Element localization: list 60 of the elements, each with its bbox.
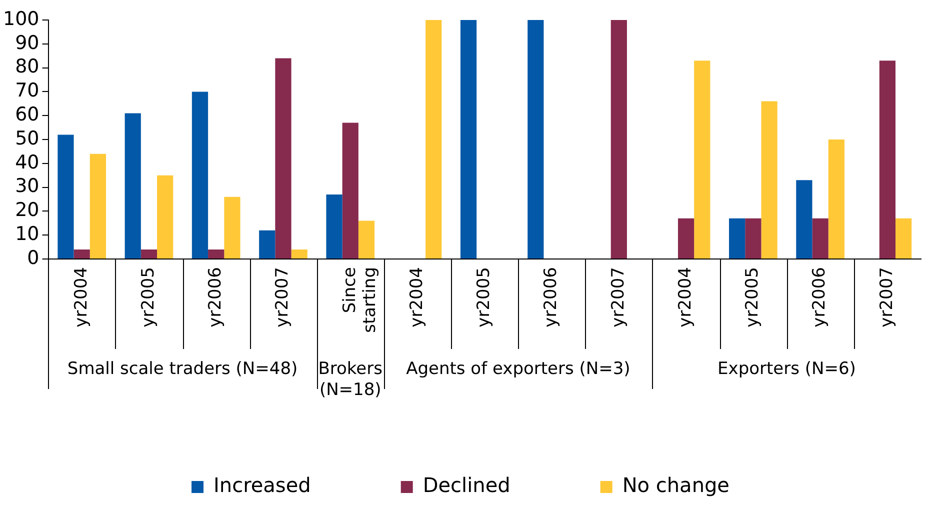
x-tick-label: yr2007 xyxy=(876,267,897,328)
x-tick-label: yr2007 xyxy=(608,267,628,328)
y-tick-label: 30 xyxy=(15,175,40,198)
y-tick-label: 0 xyxy=(27,246,40,269)
y-tick-label: 10 xyxy=(15,223,40,246)
bar xyxy=(157,175,174,258)
bar xyxy=(140,249,158,258)
bar xyxy=(90,154,106,258)
x-tick-label: yr2004 xyxy=(406,267,427,328)
bar xyxy=(259,230,276,258)
bar xyxy=(208,249,224,258)
bar xyxy=(879,60,896,258)
y-tick-label: 50 xyxy=(15,127,40,150)
y-tick-label: 20 xyxy=(15,199,40,222)
bar xyxy=(275,58,292,258)
bar xyxy=(761,101,778,258)
y-tick-label: 40 xyxy=(15,151,40,174)
text: Small scale traders (N=48) xyxy=(67,358,298,379)
bar xyxy=(460,20,477,258)
x-tick-label: yr2005 xyxy=(474,267,494,328)
bar xyxy=(426,20,442,258)
x-tick-label: yr2005 xyxy=(742,267,763,328)
legend-label: Declined xyxy=(422,473,510,498)
bar xyxy=(610,20,627,258)
bar xyxy=(528,20,544,258)
y-tick-label: 90 xyxy=(15,32,40,54)
bar xyxy=(828,140,844,258)
y-tick-label: 60 xyxy=(15,104,40,126)
text: Brokers (N=18) xyxy=(318,358,383,400)
x-tick-label: yr2006 xyxy=(541,267,562,328)
bar xyxy=(74,249,90,258)
bar xyxy=(812,218,828,258)
x-tick-label: yr2004 xyxy=(675,267,696,328)
y-tick-label: 70 xyxy=(15,80,40,102)
bar xyxy=(291,249,308,258)
legend-label: Increased xyxy=(214,473,311,498)
x-tick-label: yr2004 xyxy=(71,267,92,328)
bar xyxy=(895,218,912,258)
bar xyxy=(224,196,240,258)
bar xyxy=(124,113,141,258)
bar xyxy=(358,220,375,258)
x-tick-label: yr2005 xyxy=(138,267,158,328)
bar xyxy=(342,122,358,258)
bar xyxy=(326,194,342,258)
bar xyxy=(796,180,812,258)
legend-label: No change xyxy=(622,473,730,498)
bar xyxy=(729,218,746,258)
x-tick-label: yr2006 xyxy=(206,267,226,328)
y-tick-label: 80 xyxy=(15,56,40,78)
x-tick-label: Since starting xyxy=(340,267,380,333)
bar xyxy=(745,218,762,258)
bar xyxy=(58,134,74,258)
text: Agents of exporters (N=3) xyxy=(406,358,630,379)
x-tick-label: yr2006 xyxy=(810,267,830,328)
y-tick-label: 100 xyxy=(3,8,40,30)
bar xyxy=(192,92,208,258)
x-tick-label: yr2007 xyxy=(272,267,293,328)
text: Exporters (N=6) xyxy=(718,358,856,379)
bar xyxy=(694,60,710,258)
bar xyxy=(678,218,694,258)
